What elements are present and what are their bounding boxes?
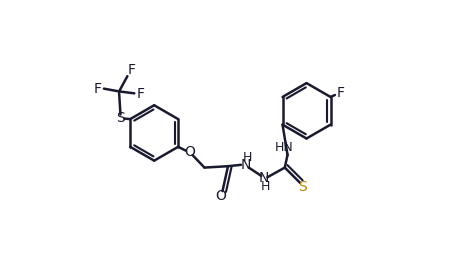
Text: H: H [261,180,270,193]
Text: S: S [116,111,125,125]
Text: F: F [128,63,136,77]
Text: O: O [216,189,227,203]
Text: HN: HN [275,141,294,154]
Text: F: F [337,86,345,100]
Text: H: H [243,151,252,163]
Text: N: N [241,158,251,172]
Text: S: S [298,180,307,194]
Text: N: N [259,171,269,185]
Text: F: F [93,82,101,96]
Text: O: O [184,145,195,159]
Text: F: F [136,87,145,101]
